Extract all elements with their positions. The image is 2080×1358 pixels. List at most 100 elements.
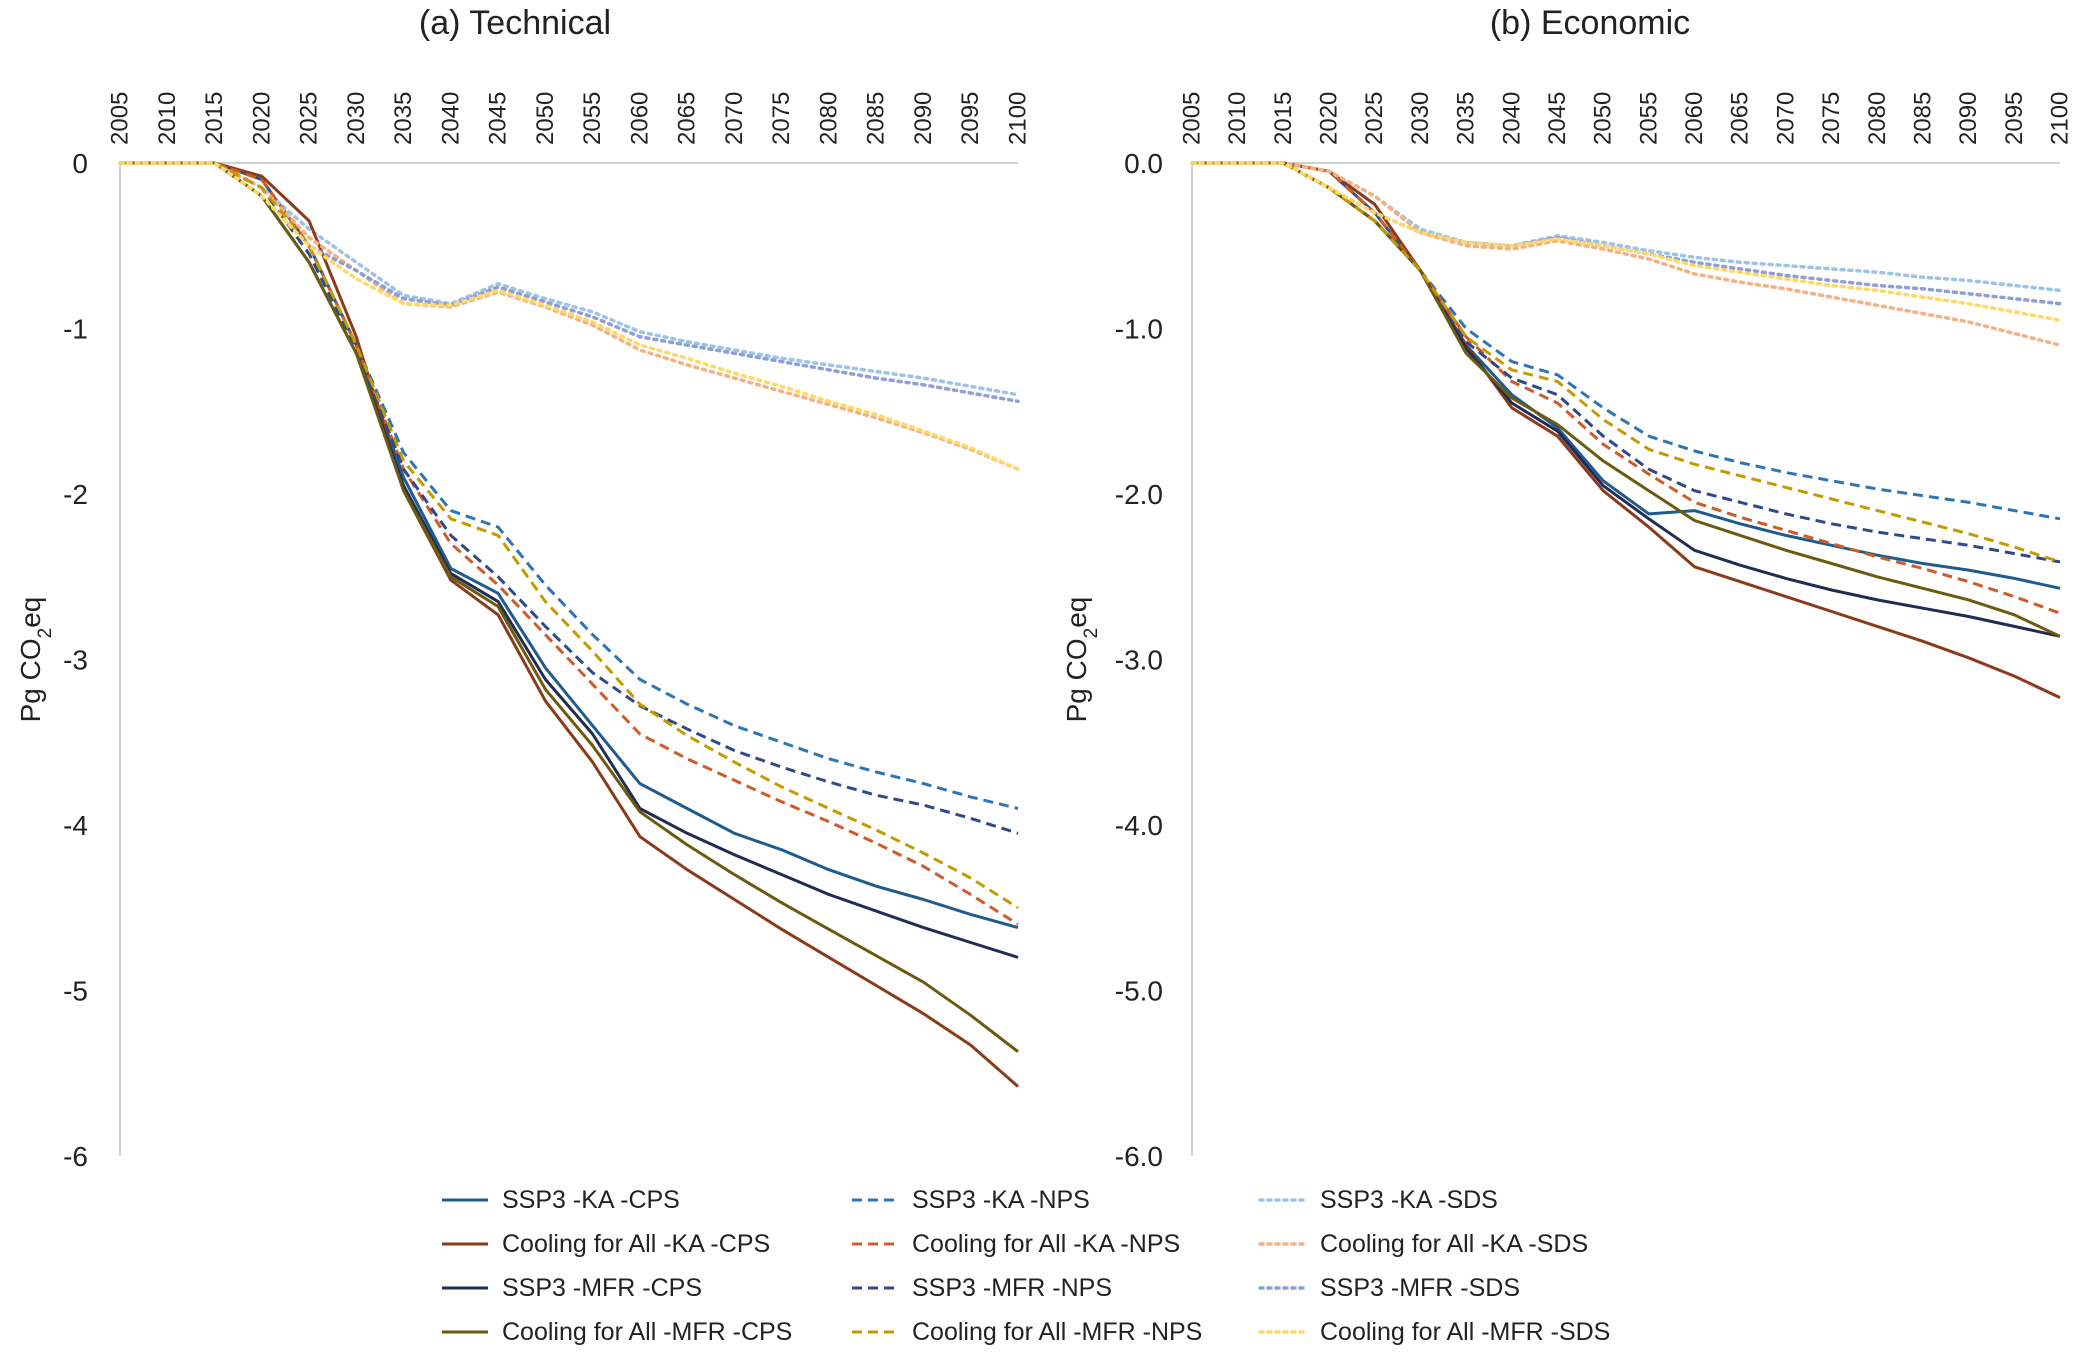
legend-item: Cooling for All -MFR -NPS <box>850 1312 1202 1352</box>
x-tick-label: 2080 <box>815 92 842 145</box>
y-tick-label: -6 <box>63 1141 88 1172</box>
x-tick-label: 2070 <box>1772 92 1799 145</box>
series-line <box>120 161 1019 926</box>
legend-item: Cooling for All -KA -SDS <box>1258 1224 1588 1264</box>
legend-swatch <box>1258 1198 1308 1202</box>
legend-label: Cooling for All -KA -CPS <box>502 1229 771 1258</box>
x-tick-label: 2065 <box>1727 92 1754 145</box>
y-tick-label: -5.0 <box>1115 976 1163 1007</box>
x-tick-label: 2060 <box>1681 92 1708 145</box>
x-tick-label: 2020 <box>1316 92 1343 145</box>
legend-item: SSP3 -MFR -CPS <box>440 1268 702 1308</box>
x-tick-label: 2035 <box>390 92 417 145</box>
x-tick-label: 2015 <box>201 92 228 145</box>
legend-item: SSP3 -MFR -NPS <box>850 1268 1112 1308</box>
x-tick-label: 2080 <box>1864 92 1891 145</box>
series-line <box>1192 161 2061 699</box>
x-tick-label: 2075 <box>1818 92 1845 145</box>
legend-swatch <box>852 1242 898 1246</box>
legend-swatch <box>442 1330 488 1334</box>
x-tick-label: 2100 <box>1005 92 1032 145</box>
legend-swatch <box>852 1198 898 1202</box>
x-tick-label: 2055 <box>1635 92 1662 145</box>
legend-label: SSP3 -MFR -NPS <box>912 1273 1113 1302</box>
series-line <box>120 161 1019 959</box>
chart-area: 0 -1 -2 -3 -4 -5 -6 2005 2010 2015 2020 2025 2030 203… <box>15 92 2074 1172</box>
x-tick-label: 2085 <box>863 92 890 145</box>
x-tick-label: 2050 <box>1590 92 1617 145</box>
x-tick-label: 2075 <box>768 92 795 145</box>
y-tick-label: 0.0 <box>1124 148 1163 179</box>
series-line <box>120 161 1019 1053</box>
legend-swatch <box>852 1330 898 1334</box>
y-tick-label: -6.0 <box>1115 1141 1163 1172</box>
series-line <box>120 161 1019 1088</box>
x-tick-label: 2090 <box>910 92 937 145</box>
series-line <box>1192 161 2061 615</box>
legend-item: Cooling for All -MFR -CPS <box>440 1312 792 1352</box>
series-line <box>118 161 1020 471</box>
x-tick-label: 2005 <box>1179 92 1206 145</box>
legend-label: Cooling for All -MFR -CPS <box>502 1317 793 1346</box>
legend-swatch <box>1258 1286 1308 1290</box>
legend-label: SSP3 -MFR -CPS <box>502 1273 703 1302</box>
panel-b: 0.0 -1.0 -2.0 -3.0 -4.0 -5.0 -6.0 2005 2010 2015 2… <box>1061 92 2074 1172</box>
legend-swatch <box>852 1286 898 1290</box>
x-tick-label: 2030 <box>343 92 370 145</box>
x-tick-label: 2040 <box>1498 92 1525 145</box>
legend-label: Cooling for All -MFR -SDS <box>1320 1317 1611 1346</box>
legend-item: Cooling for All -MFR -SDS <box>1258 1312 1610 1352</box>
legend-item: Cooling for All -KA -NPS <box>850 1224 1180 1264</box>
panel-a-title: (a) Technical <box>418 4 612 42</box>
x-tick-label: 2010 <box>154 92 181 145</box>
series-line <box>120 161 1019 910</box>
legend-swatch <box>1258 1330 1308 1334</box>
panel-a: 0 -1 -2 -3 -4 -5 -6 2005 2010 2015 2020 2025 2030 203… <box>15 92 1032 1172</box>
x-tick-label: 2065 <box>674 92 701 145</box>
y-tick-label: -3 <box>63 645 88 676</box>
legend-label: SSP3 -KA -NPS <box>912 1185 1090 1214</box>
x-tick-label: 2090 <box>1955 92 1982 145</box>
x-tick-label: 2020 <box>248 92 275 145</box>
legend-label: Cooling for All -KA -SDS <box>1320 1229 1589 1258</box>
x-tick-label: 2005 <box>107 92 134 145</box>
y-tick-label: -4.0 <box>1115 810 1163 841</box>
legend-item: SSP3 -KA -SDS <box>1258 1180 1498 1220</box>
x-tick-label: 2040 <box>437 92 464 145</box>
panel-b-title: (b) Economic <box>1489 4 1691 42</box>
y-tick-label: 0 <box>72 148 88 179</box>
x-tick-label: 2095 <box>2001 92 2028 145</box>
legend-label: Cooling for All -KA -NPS <box>912 1229 1181 1258</box>
y-tick-label: -2.0 <box>1115 479 1163 510</box>
y-tick-label: -4 <box>63 810 88 841</box>
series-line <box>120 161 1019 810</box>
legend-label: SSP3 -KA -CPS <box>502 1185 680 1214</box>
x-tick-label: 2070 <box>721 92 748 145</box>
x-tick-label: 2050 <box>532 92 559 145</box>
x-tick-label: 2010 <box>1224 92 1251 145</box>
x-tick-label: 2030 <box>1407 92 1434 145</box>
legend-item: SSP3 -KA -CPS <box>440 1180 680 1220</box>
y-tick-label: -3.0 <box>1115 645 1163 676</box>
x-tick-label: 2015 <box>1270 92 1297 145</box>
y-tick-label: -1 <box>63 314 88 345</box>
y-axis-label: Pg CO2eq <box>15 597 56 723</box>
series-line <box>118 161 1020 404</box>
x-tick-label: 2045 <box>1544 92 1571 145</box>
legend-swatch <box>442 1242 488 1246</box>
legend-label: SSP3 -MFR -SDS <box>1320 1273 1521 1302</box>
x-tick-label: 2085 <box>1909 92 1936 145</box>
x-tick-label: 2060 <box>626 92 653 145</box>
series-line <box>1190 161 2062 293</box>
y-tick-label: -5 <box>63 976 88 1007</box>
legend-swatch <box>442 1286 488 1290</box>
series-line <box>118 161 1020 471</box>
legend-swatch <box>1258 1242 1308 1246</box>
series-line <box>1190 161 2062 347</box>
x-tick-label: 2025 <box>296 92 323 145</box>
y-axis-label: Pg CO2eq <box>1061 597 1102 723</box>
x-tick-label: 2025 <box>1361 92 1388 145</box>
x-tick-label: 2045 <box>485 92 512 145</box>
series-line <box>1190 161 2062 322</box>
